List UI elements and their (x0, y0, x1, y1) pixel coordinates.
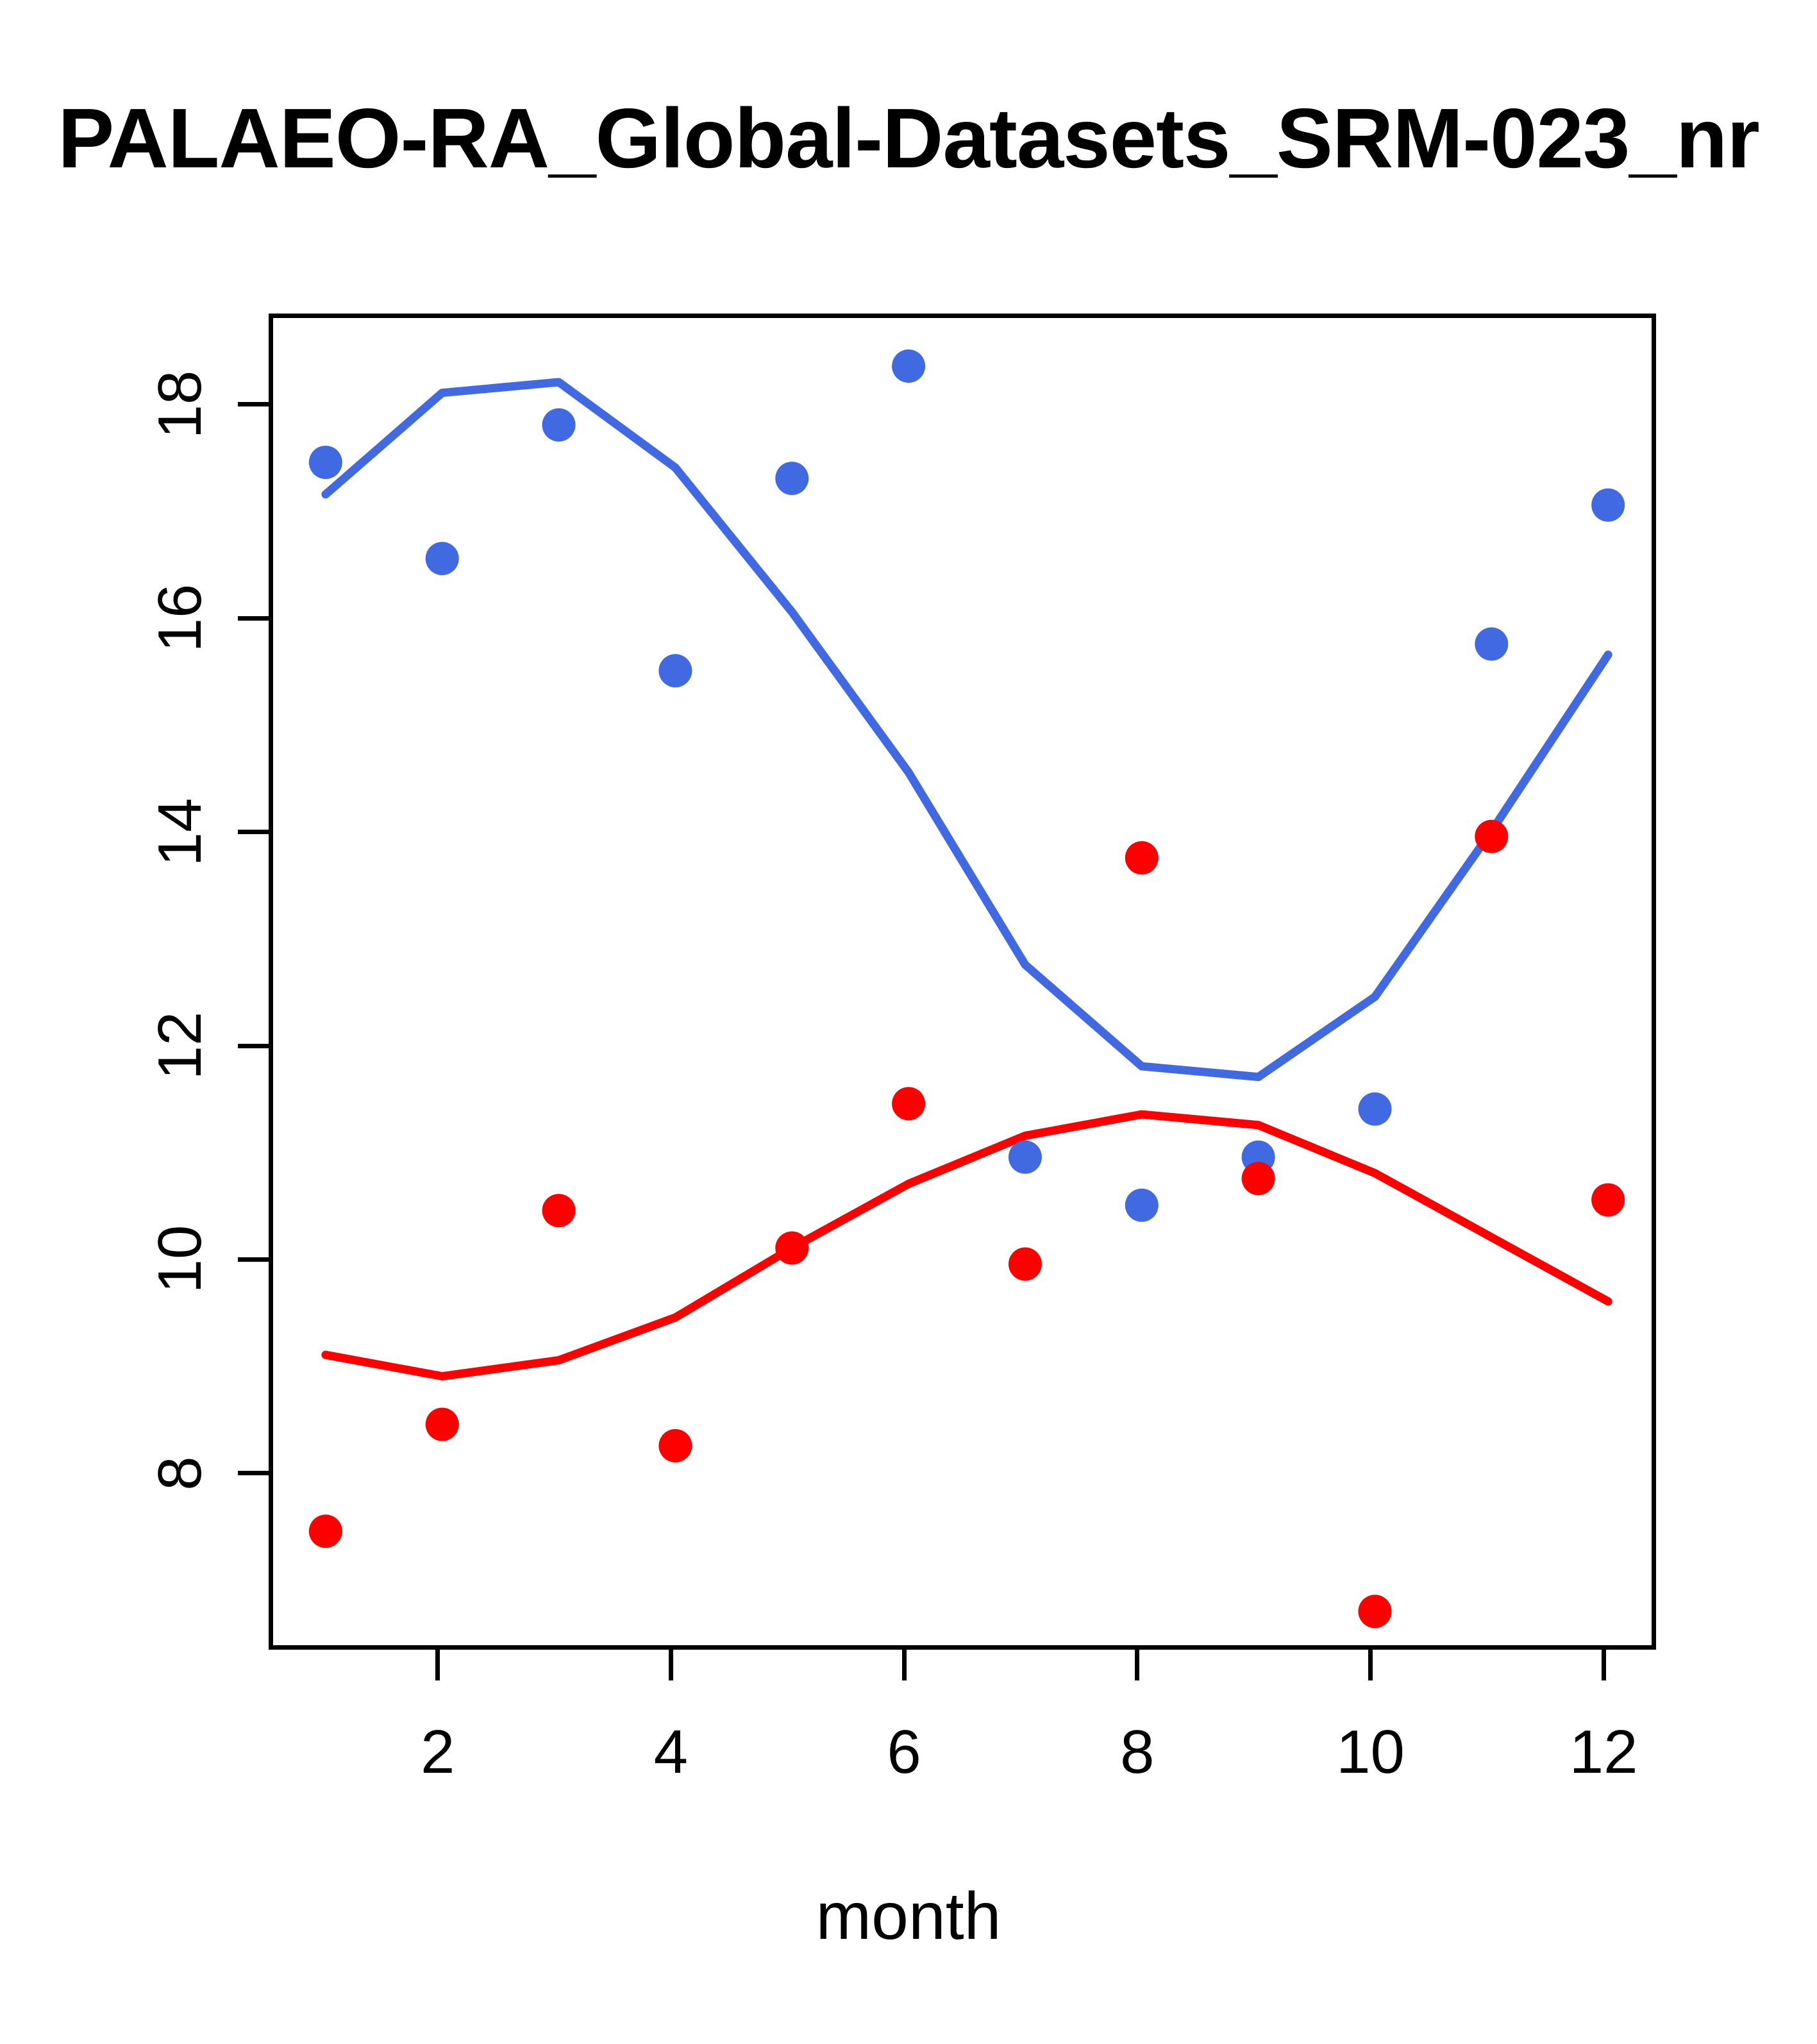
data-point (775, 1231, 809, 1265)
y-tick-mark (238, 616, 269, 621)
data-point (542, 408, 576, 442)
data-point (892, 1087, 926, 1121)
data-point (1241, 1162, 1275, 1196)
data-point (1475, 627, 1509, 661)
chart-title: PALAEO-RA_Global-Datasets_SRM-023_nr (58, 91, 1760, 185)
x-tick-label: 6 (887, 1718, 921, 1786)
data-point (1591, 488, 1625, 522)
data-point (1475, 819, 1509, 853)
x-axis-label: month (816, 1879, 1001, 1954)
x-tick-mark (1135, 1650, 1140, 1680)
y-tick-label: 12 (146, 1011, 214, 1080)
data-point (1591, 1183, 1625, 1217)
data-point (1008, 1247, 1042, 1281)
x-tick-mark (435, 1650, 440, 1680)
x-tick-label: 8 (1120, 1718, 1155, 1786)
x-tick-label: 10 (1336, 1718, 1405, 1786)
y-tick-mark (238, 1043, 269, 1048)
data-point (658, 1428, 692, 1462)
y-tick-label: 8 (146, 1456, 214, 1491)
plot-svg (308, 349, 1625, 1629)
data-point (1358, 1595, 1392, 1629)
x-tick-mark (1601, 1650, 1606, 1680)
x-tick-label: 2 (420, 1718, 455, 1786)
x-tick-mark (1368, 1650, 1373, 1680)
data-point (542, 1194, 576, 1228)
data-point (308, 446, 342, 480)
y-tick-mark (238, 1471, 269, 1476)
data-point (1358, 1092, 1392, 1126)
x-tick-mark (668, 1650, 673, 1680)
y-tick-mark (238, 830, 269, 835)
y-tick-label: 16 (146, 583, 214, 653)
data-point (308, 1514, 342, 1548)
series-lines-group (321, 378, 1612, 1381)
data-point (1125, 841, 1159, 875)
plot-area (269, 314, 1656, 1650)
data-point (1008, 1140, 1042, 1174)
data-point (892, 349, 926, 383)
data-point (425, 542, 459, 576)
x-tick-mark (901, 1650, 907, 1680)
y-tick-mark (238, 1257, 269, 1262)
series-line-blue-line (321, 378, 1612, 1082)
data-point (1125, 1188, 1159, 1222)
x-tick-label: 12 (1569, 1718, 1638, 1786)
x-tick-label: 4 (653, 1718, 689, 1786)
y-tick-label: 14 (146, 798, 214, 866)
data-point (425, 1407, 459, 1441)
y-tick-label: 10 (146, 1225, 214, 1294)
series-points-group (308, 349, 1625, 1629)
series-line-red-line (321, 1110, 1612, 1381)
y-tick-mark (238, 402, 269, 407)
y-tick-label: 18 (146, 370, 214, 439)
data-point (775, 462, 809, 496)
data-point (658, 654, 692, 688)
